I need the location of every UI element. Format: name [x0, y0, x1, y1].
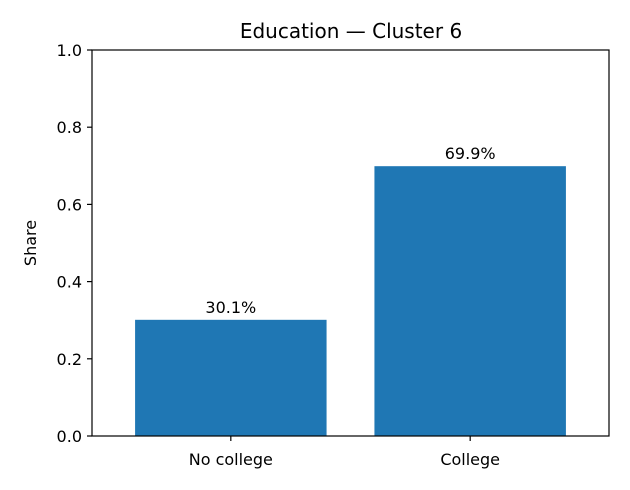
y-tick-label-5: 1.0	[57, 41, 82, 60]
y-tick-label-1: 0.2	[57, 350, 82, 369]
y-tick-label-4: 0.8	[57, 118, 82, 137]
bars-group	[135, 166, 566, 436]
chart-title: Education — Cluster 6	[240, 19, 462, 43]
x-axis: No college College	[189, 436, 500, 469]
bar-1	[374, 166, 566, 436]
x-tick-label-0: No college	[189, 450, 273, 469]
plot-frame	[91, 49, 610, 437]
y-axis-label: Share	[21, 220, 40, 266]
bar-value-label-0: 30.1%	[205, 298, 256, 317]
bar-0	[135, 319, 327, 436]
y-tick-label-0: 0.0	[57, 427, 82, 446]
y-tick-label-3: 0.6	[57, 195, 82, 214]
bar-value-label-1: 69.9%	[445, 144, 496, 163]
y-axis: 0.0 0.2 0.4 0.6 0.8 1.0	[57, 41, 92, 446]
y-tick-label-2: 0.4	[57, 273, 82, 292]
x-tick-label-1: College	[440, 450, 500, 469]
data-labels-group: 30.1% 69.9%	[205, 144, 495, 317]
